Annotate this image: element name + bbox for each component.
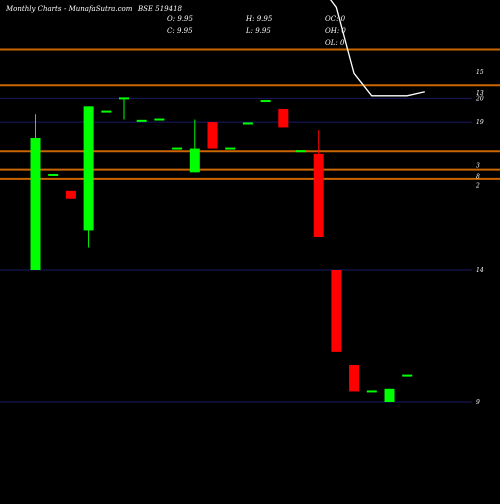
- y-tick-label-6: 2: [475, 183, 480, 190]
- candle-body-6: [136, 119, 147, 122]
- candle-body-14: [278, 108, 289, 128]
- candle-body-1: [48, 173, 59, 176]
- candle-body-2: [65, 190, 76, 199]
- y-tick-label-3: 19: [476, 119, 484, 126]
- candle-body-7: [154, 118, 165, 121]
- low-value: L: 9.95: [245, 27, 271, 35]
- candle-body-17: [331, 270, 342, 352]
- open-value: O: 9.95: [167, 15, 193, 23]
- y-tick-label-0: 15: [476, 69, 484, 76]
- volume-line: [330, 0, 425, 97]
- site-label: - MunafaSutra.com: [64, 5, 133, 13]
- level-lines: [0, 48, 500, 180]
- candle-body-0: [30, 138, 41, 270]
- candle-body-21: [402, 374, 413, 377]
- candle-body-16: [313, 153, 324, 237]
- y-tick-label-4: 3: [476, 163, 480, 170]
- candle-body-18: [349, 365, 360, 392]
- y-tick-label-2: 20: [475, 95, 484, 102]
- y-tick-label-1: 13: [476, 90, 484, 97]
- candle-body-10: [207, 122, 218, 149]
- chart-period-label: Monthly Charts: [5, 5, 62, 13]
- candle-body-5: [119, 97, 129, 100]
- high-value: H: 9.95: [245, 15, 273, 23]
- candle-body-12: [242, 122, 253, 125]
- candle-body-9: [189, 148, 200, 173]
- symbol-label: BSE 519418: [137, 5, 183, 13]
- candlesticks: [30, 97, 413, 402]
- ol-value: OL: 0: [325, 39, 345, 47]
- y-tick-label-5: 8: [476, 173, 480, 180]
- oh-value: OH: 0: [325, 27, 346, 35]
- candle-body-11: [225, 147, 236, 150]
- candle-body-8: [172, 147, 183, 150]
- candle-body-3: [83, 106, 94, 231]
- candle-body-13: [260, 100, 271, 103]
- candle-body-20: [384, 388, 395, 402]
- candle-body-19: [366, 390, 377, 393]
- candle-body-4: [101, 110, 112, 113]
- oc-value: OC: 0: [325, 15, 346, 23]
- candle-body-15: [296, 150, 306, 153]
- close-value: C: 9.95: [167, 27, 193, 35]
- y-tick-label-7: 14: [476, 267, 484, 274]
- y-tick-label-8: 9: [476, 399, 480, 406]
- chart-header: Monthly Charts - MunafaSutra.com BSE 519…: [5, 5, 346, 47]
